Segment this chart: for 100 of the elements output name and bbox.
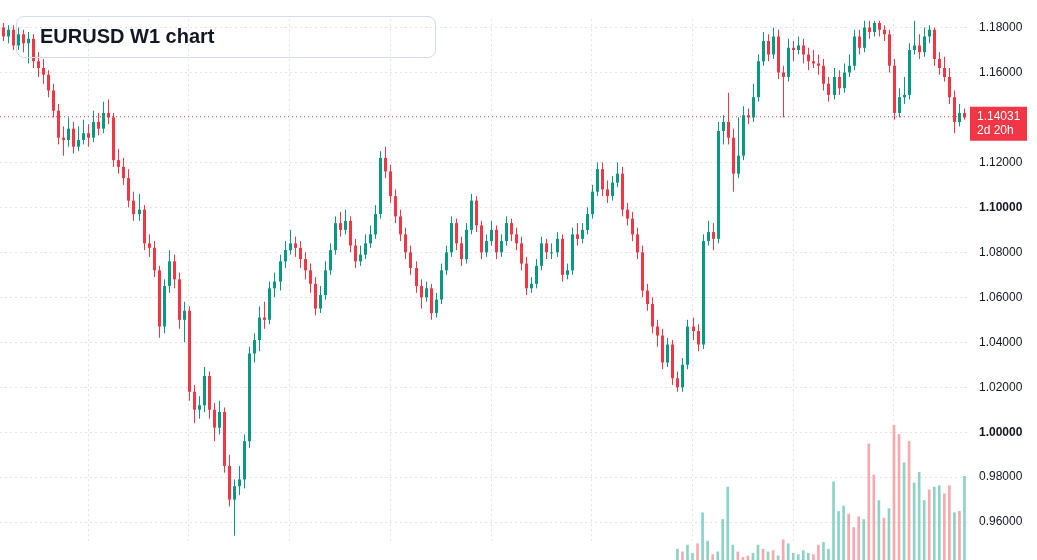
candlestick (394, 188, 397, 224)
candlestick (127, 168, 130, 208)
bar (948, 485, 951, 560)
candlestick (631, 211, 634, 242)
candlestick (198, 395, 201, 420)
candlestick (47, 69, 50, 98)
candlestick (666, 337, 669, 368)
bar (731, 544, 735, 560)
candlestick (77, 125, 80, 152)
candlestick (22, 29, 25, 53)
bar (716, 551, 720, 560)
candlestick (601, 161, 604, 197)
candlestick (344, 209, 347, 235)
candlestick (42, 58, 45, 85)
bar (822, 542, 825, 560)
y-tick-label: 1.12000 (979, 154, 1023, 169)
candlestick (294, 236, 297, 258)
candlestick (581, 222, 584, 244)
candlestick (364, 233, 367, 260)
candlestick (409, 245, 412, 276)
candlestick (117, 148, 120, 175)
candlestick (17, 27, 20, 51)
candlestick (958, 103, 961, 127)
candlestick (681, 357, 684, 393)
candlestick (651, 296, 654, 334)
y-tick-label: 1.16000 (979, 64, 1023, 79)
bar (832, 481, 835, 560)
candlestick (556, 231, 559, 258)
candlestick (329, 242, 332, 276)
candlestick (455, 218, 458, 251)
candlestick (369, 224, 372, 249)
candlestick (807, 47, 810, 71)
candlestick (611, 175, 614, 202)
y-tick-label: 1.00000 (979, 424, 1023, 439)
candlestick (616, 161, 619, 188)
bar (857, 516, 861, 560)
bar (721, 519, 725, 560)
candlestick (148, 233, 151, 258)
candlestick (374, 204, 377, 240)
candlestick (138, 193, 141, 222)
candlestick (218, 400, 221, 435)
bar (706, 540, 709, 560)
candlestick (918, 33, 921, 60)
candlestick (92, 110, 95, 143)
candlestick (722, 114, 725, 145)
candlestick (676, 371, 679, 393)
candlestick (153, 240, 156, 278)
y-tick-label: 1.04000 (979, 334, 1023, 349)
bar (676, 548, 679, 560)
candlestick (692, 317, 695, 341)
candlestick (460, 236, 463, 267)
bar (786, 543, 790, 560)
candlestick (520, 236, 523, 271)
candlestick (258, 305, 261, 352)
bar (963, 475, 966, 560)
bar (681, 551, 684, 560)
candlestick (848, 54, 851, 78)
bar (932, 486, 936, 560)
candlestick (863, 20, 866, 53)
bar (958, 511, 961, 560)
candlestick (822, 58, 825, 91)
candlestick (399, 209, 402, 242)
bar (801, 550, 805, 560)
candlestick (510, 218, 513, 242)
bar (817, 544, 820, 560)
candlestick (500, 233, 503, 258)
candlestick (923, 27, 926, 58)
candlestick (827, 76, 830, 103)
candlestick (82, 119, 85, 145)
bar (922, 500, 926, 560)
y-tick-label: 1.08000 (979, 244, 1023, 259)
candlestick (626, 202, 629, 226)
candlestick (102, 101, 105, 134)
candlestick (697, 323, 700, 352)
candlestick (515, 227, 518, 251)
candlestick (752, 83, 755, 123)
candlestick (576, 222, 579, 247)
candlestick (253, 332, 256, 364)
candlestick (32, 33, 35, 69)
candlestick (490, 220, 493, 247)
candlestick (425, 281, 428, 303)
bar (862, 519, 866, 560)
bar (807, 552, 810, 560)
y-tick-label: 1.02000 (979, 379, 1023, 394)
candlestick (359, 245, 362, 267)
candlestick (289, 229, 292, 256)
candlestick (238, 465, 241, 496)
bar (701, 512, 704, 560)
candlestick (646, 283, 649, 312)
ref-line-label: 1.14031 (977, 109, 1021, 124)
bar (726, 486, 730, 560)
bar (852, 527, 856, 560)
candlestick (762, 31, 765, 67)
bar (953, 512, 956, 560)
candlestick (233, 478, 236, 537)
candlestick (279, 254, 282, 292)
bar (691, 552, 694, 560)
candlestick (656, 319, 659, 348)
candlestick (299, 240, 302, 269)
candlestick (87, 123, 90, 148)
